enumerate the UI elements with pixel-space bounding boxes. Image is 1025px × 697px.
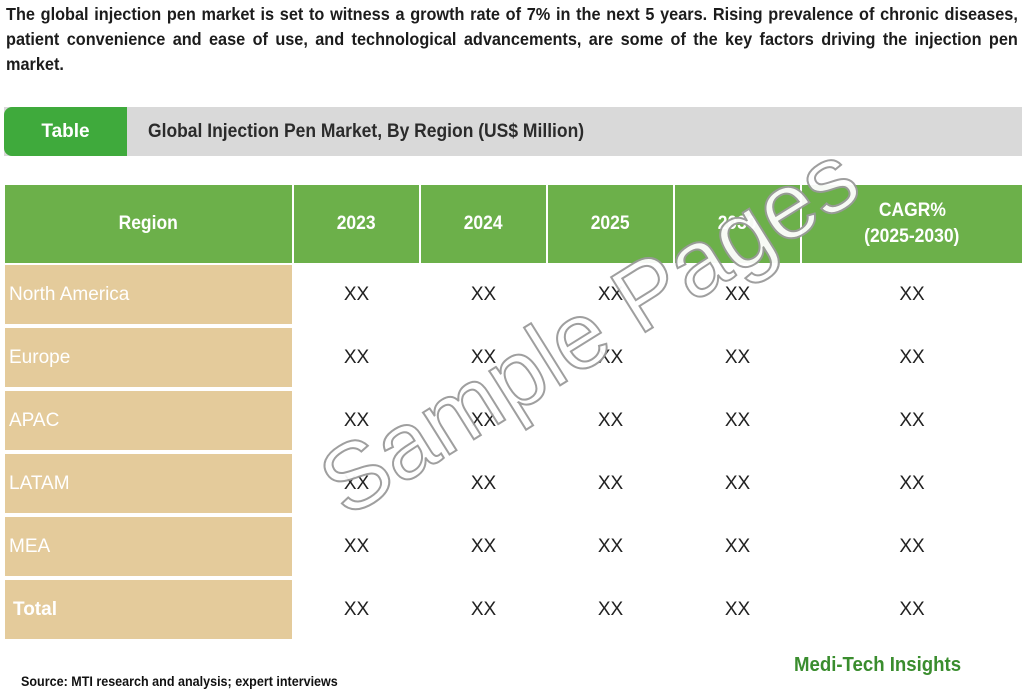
table-total-row: Total XX XX XX XX XX <box>3 577 1024 643</box>
cell-cagr: XX <box>800 388 1024 453</box>
cell-2030: XX <box>673 325 802 390</box>
cell-2024: XX <box>419 325 548 390</box>
row-region-label: APAC <box>3 388 294 454</box>
header-2023: 2023 <box>292 183 421 265</box>
row-region-label: MEA <box>3 514 294 580</box>
cell-2030: XX <box>673 263 802 327</box>
cell-2030: XX <box>673 388 802 453</box>
cell-2023: XX <box>292 451 421 516</box>
table-caption-bar <box>4 107 1022 156</box>
cell-2023: XX <box>292 514 421 579</box>
row-region-label: LATAM <box>3 451 294 517</box>
brand-logo: Medi-Tech Insights <box>794 654 962 676</box>
cell-2024: XX <box>419 388 548 453</box>
intro-paragraph: The global injection pen market is set t… <box>6 4 1018 74</box>
header-region: Region <box>3 183 294 265</box>
cell-cagr: XX <box>800 263 1024 327</box>
cell-2023: XX <box>292 577 421 642</box>
cell-2024: XX <box>419 263 548 327</box>
cell-2023: XX <box>292 388 421 453</box>
cell-2025: XX <box>546 577 675 642</box>
cell-cagr: XX <box>800 514 1024 579</box>
cell-2024: XX <box>419 451 548 516</box>
row-region-label: Europe <box>3 325 294 391</box>
table-row: Europe XX XX XX XX XX <box>3 325 1024 391</box>
cell-2025: XX <box>546 514 675 579</box>
cell-cagr: XX <box>800 577 1024 642</box>
cell-2030: XX <box>673 577 802 642</box>
cell-2024: XX <box>419 514 548 579</box>
cell-2025: XX <box>546 388 675 453</box>
cell-2024: XX <box>419 577 548 642</box>
header-2030: 2030 <box>673 183 802 265</box>
cell-2025: XX <box>546 263 675 327</box>
cell-2025: XX <box>546 451 675 516</box>
table-tag: Table <box>4 107 127 156</box>
row-region-label: North America <box>3 263 294 328</box>
table-row: LATAM XX XX XX XX XX <box>3 451 1024 517</box>
row-total-label: Total <box>3 577 294 643</box>
cell-2023: XX <box>292 325 421 390</box>
table-row: MEA XX XX XX XX XX <box>3 514 1024 580</box>
table-row: North America XX XX XX XX XX <box>3 263 1024 328</box>
cell-2025: XX <box>546 325 675 390</box>
source-note: Source: MTI research and analysis; exper… <box>21 674 338 689</box>
cell-2030: XX <box>673 514 802 579</box>
market-table: Region 2023 2024 2025 2030 CAGR% (2025-20… <box>3 183 1024 643</box>
table-header-row: Region 2023 2024 2025 2030 CAGR% (2025-20… <box>3 183 1024 265</box>
cell-2023: XX <box>292 263 421 327</box>
cell-2030: XX <box>673 451 802 516</box>
cell-cagr: XX <box>800 325 1024 390</box>
cell-cagr: XX <box>800 451 1024 516</box>
table-title: Global Injection Pen Market, By Region (… <box>148 120 585 142</box>
header-2024: 2024 <box>419 183 548 265</box>
header-2025: 2025 <box>546 183 675 265</box>
header-cagr: CAGR% (2025-2030) <box>800 183 1024 265</box>
table-row: APAC XX XX XX XX XX <box>3 388 1024 454</box>
